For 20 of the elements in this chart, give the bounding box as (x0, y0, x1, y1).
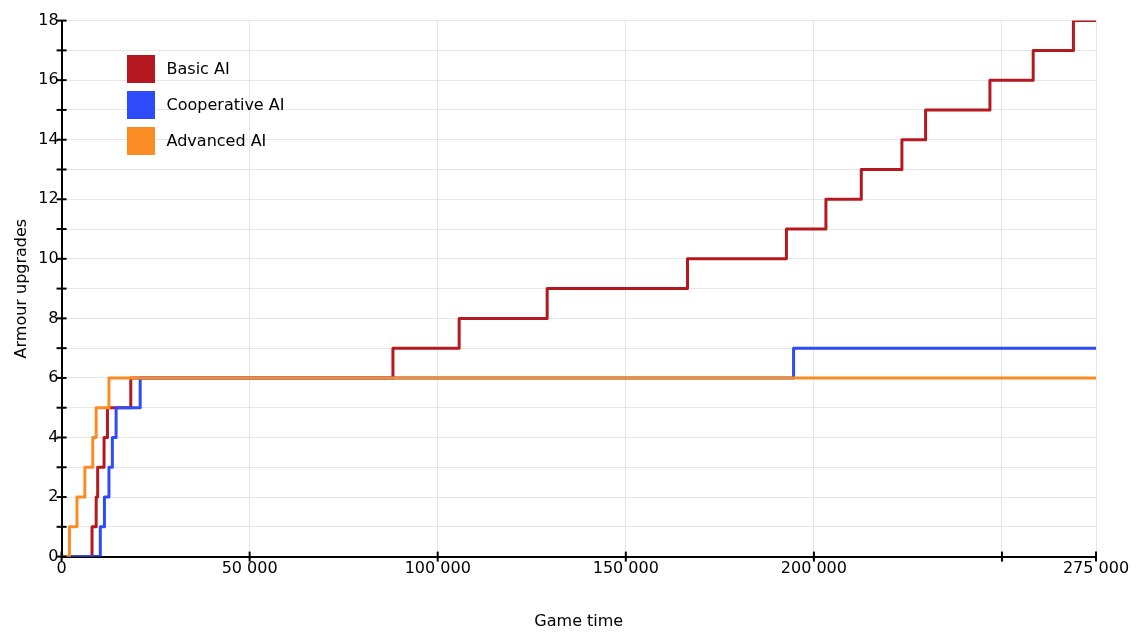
y-tick-label: 6 (48, 367, 59, 387)
y-tick-label: 4 (48, 426, 59, 446)
x-tick-label: 100 000 (404, 558, 471, 578)
y-tick-label: 0 (48, 545, 59, 565)
legend-label: Advanced AI (166, 131, 267, 151)
y-tick-label: 2 (48, 486, 59, 506)
y-tick-label: 18 (38, 9, 59, 29)
legend-label: Cooperative AI (166, 95, 285, 115)
y-tick-label: 10 (38, 247, 59, 267)
x-tick-label: 200 000 (780, 558, 847, 578)
x-tick-label: 50 000 (221, 558, 278, 578)
legend-label: Basic AI (166, 59, 230, 79)
y-tick-label: 14 (38, 128, 59, 148)
x-axis-title: Game time (534, 610, 624, 630)
y-tick-label: 8 (48, 307, 59, 327)
y-tick-label: 12 (38, 188, 59, 208)
y-tick-label: 16 (38, 69, 59, 89)
x-tick-label: 275 000 (1062, 558, 1130, 578)
y-axis-title: Armour upgrades (10, 218, 30, 359)
x-tick-label: 150 000 (592, 558, 659, 578)
